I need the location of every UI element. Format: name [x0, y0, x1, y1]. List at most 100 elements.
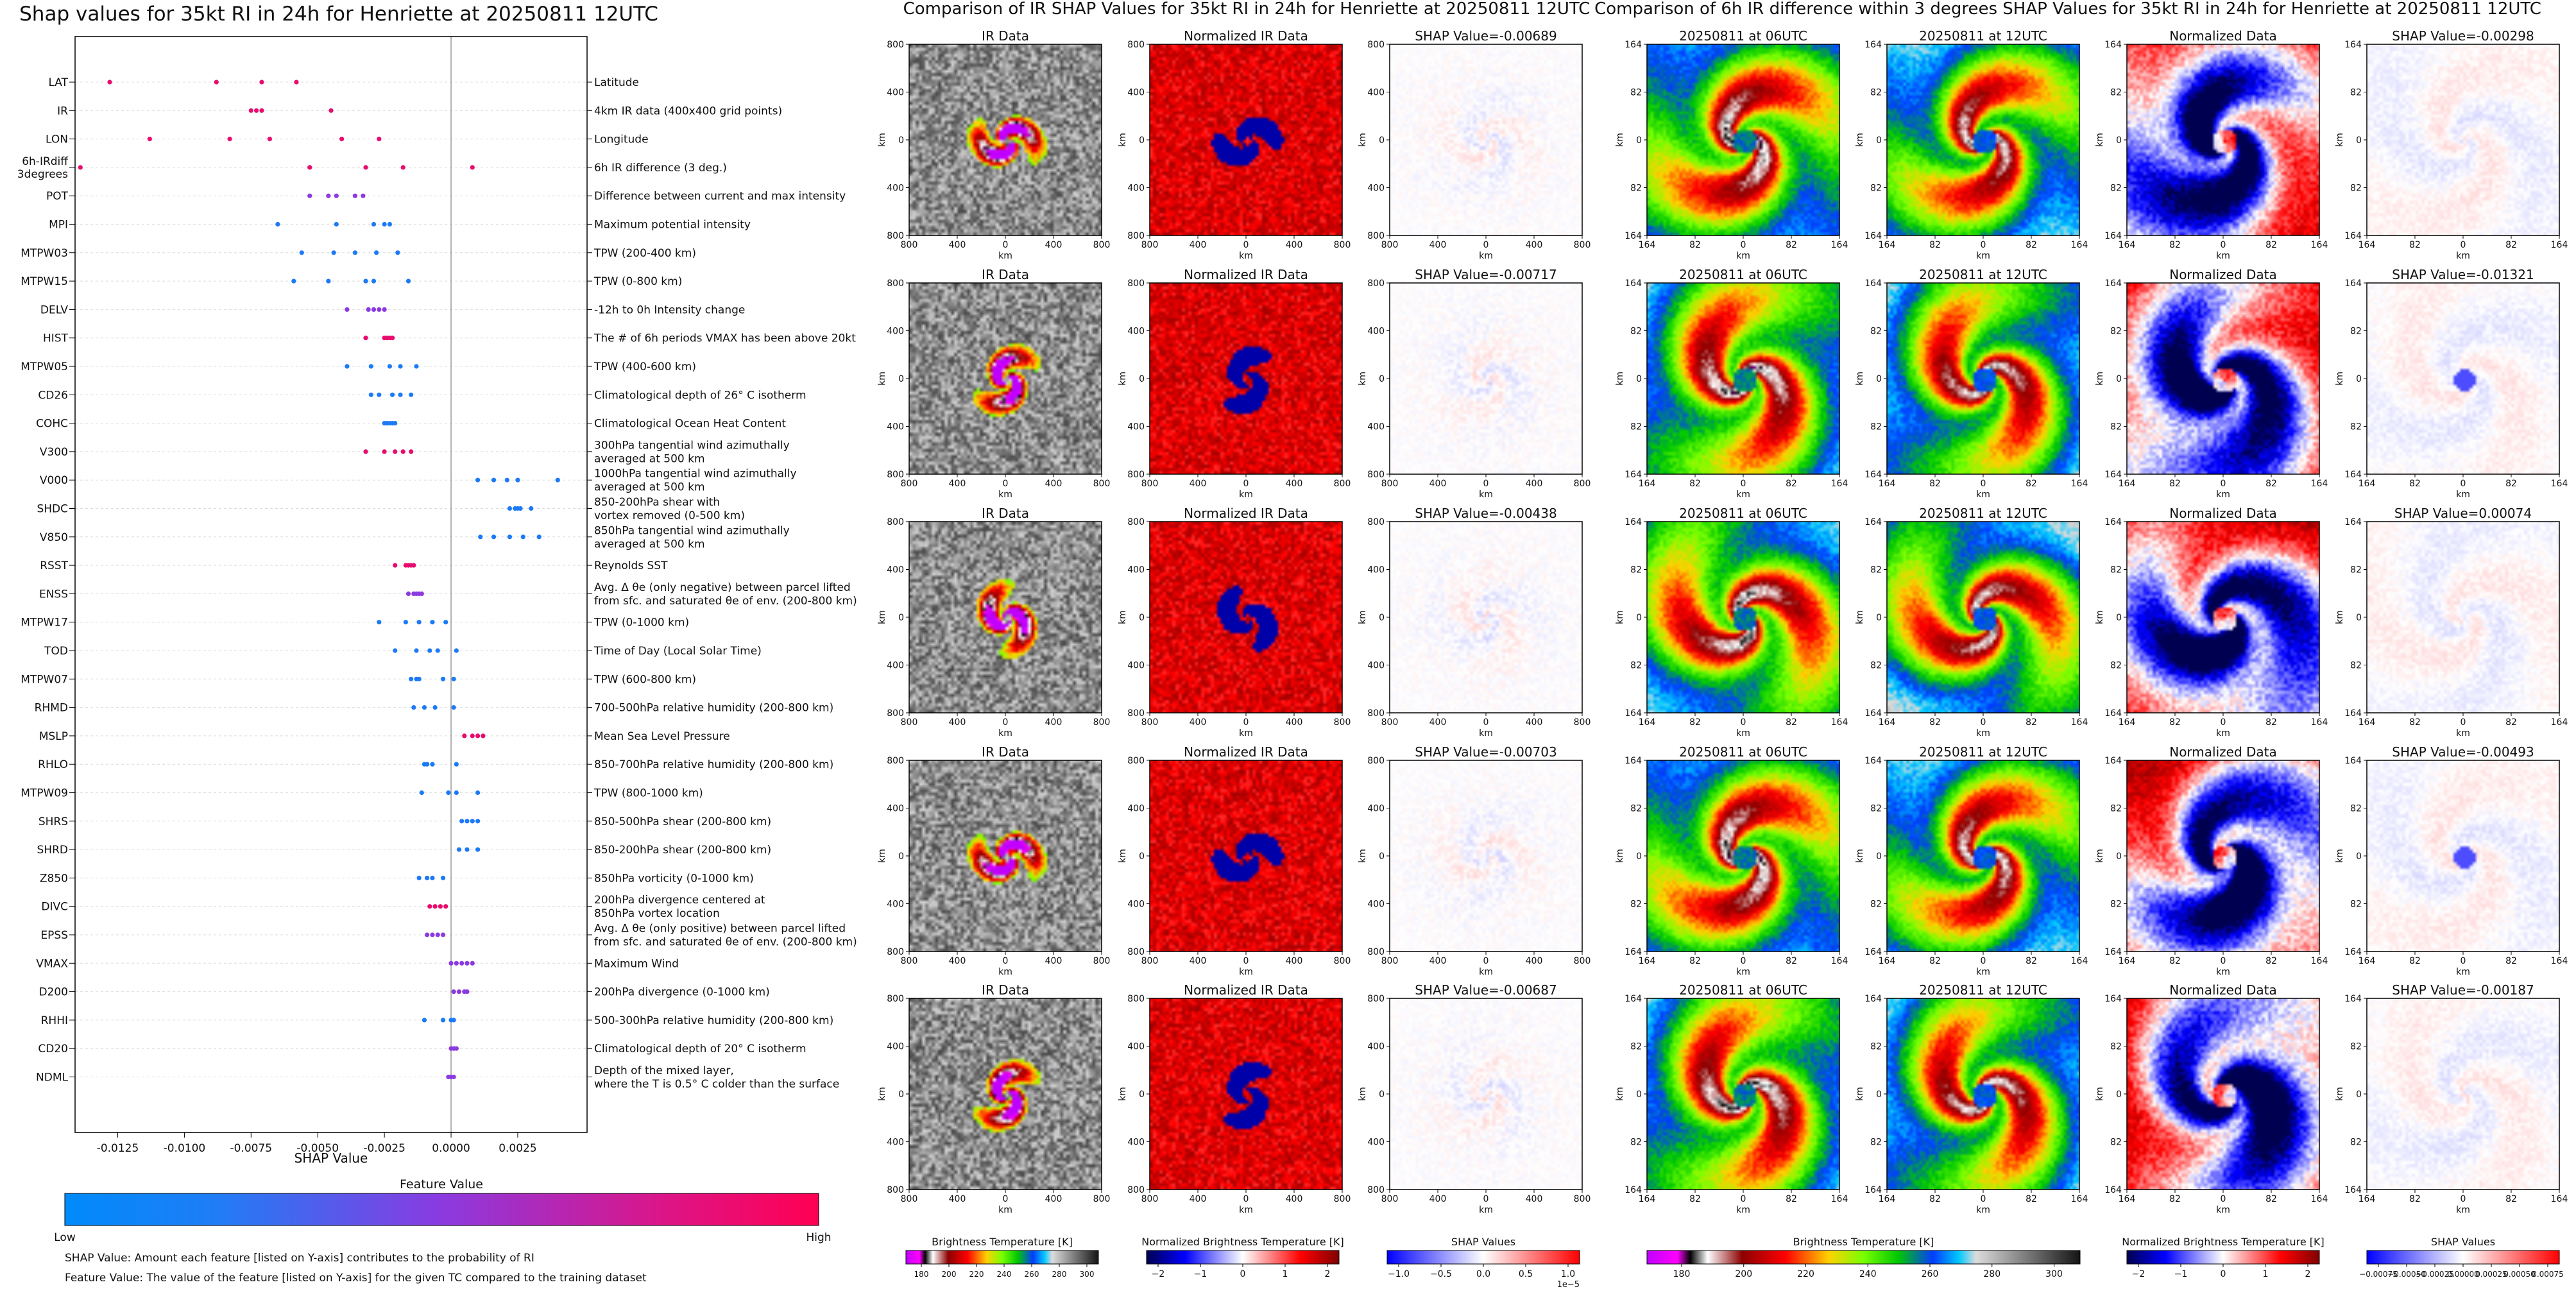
x-tick-label: 82	[2505, 717, 2517, 728]
panel-axes: SHAP Value=-0.00493164164828200828216416…	[2335, 744, 2568, 977]
x-tick-label: 400	[1526, 717, 1543, 728]
panel-frame	[1646, 760, 1840, 952]
x-tick-label: 164	[2119, 956, 2136, 966]
shap-point	[405, 278, 411, 284]
colorbar-tick-label: 0	[1240, 1269, 1246, 1279]
panel-title: IR Data	[982, 267, 1029, 282]
y-tick-label: 800	[887, 994, 904, 1004]
y-axis-label: km	[1855, 371, 1865, 386]
x-tick-label: 82	[2265, 240, 2277, 250]
shap-point	[334, 193, 339, 198]
y-tick-label: 164	[2104, 278, 2122, 289]
colorbar-tick-label: 240	[997, 1270, 1012, 1279]
panel-image	[1390, 998, 1582, 1190]
image-panel: Normalized Data 164 164 82 82 0 0 82 82 164 164 km k…	[2095, 982, 2328, 1215]
y-tick-label: 400	[1127, 327, 1145, 337]
shap-plot-frame	[74, 36, 588, 1133]
panel-frame	[1389, 282, 1583, 475]
x-tick-label: 164	[2071, 956, 2088, 966]
panel-axes: Normalized Data1641648282008282164164kmk…	[2095, 28, 2328, 261]
panel-image	[1150, 522, 1342, 713]
shap-point	[368, 364, 373, 369]
feature-label: LON	[46, 133, 68, 146]
shap-point	[294, 80, 299, 85]
x-axis-label: km	[2456, 490, 2470, 500]
y-tick-label: 0	[1636, 613, 1642, 623]
x-tick-label: 164	[2311, 956, 2328, 966]
shap-point	[454, 648, 459, 653]
x-tick-label: 82	[1689, 240, 1701, 250]
panel-frame	[2366, 282, 2560, 475]
panel-frame	[2126, 44, 2320, 236]
feature-description: 850hPa vortex location	[594, 907, 720, 920]
panel-frame	[1149, 521, 1343, 713]
panel-frame	[908, 282, 1102, 475]
feature-label: MTPW15	[21, 275, 68, 288]
shap-point	[443, 620, 448, 625]
y-tick-label: 82	[2350, 88, 2362, 98]
shap-point	[227, 137, 232, 142]
colorbar-tick-label: 2	[1325, 1269, 1331, 1279]
shap-point	[478, 534, 483, 540]
feature-label: RSST	[40, 559, 68, 572]
y-tick-label: 800	[1127, 708, 1145, 719]
feature-description: Latitude	[594, 76, 639, 89]
y-tick-label: 400	[887, 184, 904, 194]
image-panel: 20250811 at 12UTC 164 164 82 82 0 0 82 82 164 164 k…	[1855, 267, 2088, 500]
feature-description: Maximum potential intensity	[594, 219, 751, 232]
panel-frame	[908, 521, 1102, 713]
panel-image	[909, 522, 1102, 713]
y-axis-label: km	[2335, 371, 2345, 386]
feature-description: Climatological depth of 26° C isotherm	[594, 389, 806, 402]
panel-frame	[1149, 998, 1343, 1190]
y-tick-label: 164	[2104, 1185, 2122, 1195]
panel-title: 20250811 at 12UTC	[1919, 744, 2047, 760]
x-tick-label: 400	[1190, 240, 1207, 250]
x-tick-label: 82	[1786, 717, 1797, 728]
x-tick-label: -0.0025	[363, 1142, 405, 1155]
shap-point	[398, 364, 403, 369]
shap-point	[366, 307, 371, 312]
y-tick-label: 800	[1367, 756, 1385, 766]
x-tick-label: 400	[1190, 479, 1207, 489]
y-tick-label: 800	[1367, 278, 1385, 289]
y-tick-label: 82	[2110, 565, 2122, 576]
shap-point	[518, 506, 523, 511]
y-tick-label: 400	[1127, 900, 1145, 910]
shap-point	[465, 847, 470, 852]
shap-point	[465, 960, 470, 966]
feature-description: where the T is 0.5° C colder than the su…	[594, 1078, 839, 1091]
shap-point	[470, 165, 475, 170]
shap-summary-chart: Shap values for 35kt RI in 24h for Henri…	[17, 3, 857, 1285]
y-tick-label: 800	[887, 708, 904, 719]
x-tick-label: 164	[2551, 1194, 2568, 1204]
colorbar-tick-label: −2	[1152, 1269, 1165, 1279]
x-tick-label: 800	[1141, 479, 1159, 489]
image-panel: SHAP Value=-0.00493 164 164 82 82 0 0 82 82 164 16…	[2335, 744, 2568, 977]
x-axis-label: km	[998, 1205, 1012, 1215]
x-tick-label: 82	[1786, 479, 1797, 489]
image-panel: Normalized IR Data 800 800 400 400 0 0 400 400 80…	[1118, 267, 1351, 500]
x-tick-label: 82	[1929, 479, 1941, 489]
colorbar-tick-label: −0.00025	[2416, 1270, 2454, 1279]
panel-frame	[2126, 760, 2320, 952]
y-tick-label: 400	[1367, 900, 1385, 910]
y-tick-label: 400	[1127, 422, 1145, 432]
panel-title: 20250811 at 06UTC	[1679, 267, 1807, 282]
panel-axes: SHAP Value=-0.00689800800400400004004008…	[1358, 28, 1591, 261]
shap-point	[259, 80, 264, 85]
x-tick-label: 800	[901, 479, 918, 489]
y-tick-label: 82	[2350, 565, 2362, 576]
y-tick-label: 400	[1367, 88, 1385, 98]
y-tick-label: 164	[1864, 470, 1882, 480]
y-tick-label: 82	[1630, 1042, 1642, 1052]
panel-image	[2127, 283, 2319, 474]
feature-label: D200	[38, 986, 68, 999]
x-tick-label: 164	[1639, 1194, 1656, 1204]
x-tick-label: 164	[2551, 240, 2568, 250]
panel-title: SHAP Value=-0.00187	[2392, 982, 2534, 998]
x-tick-label: 800	[1334, 717, 1351, 728]
panel-image	[1390, 283, 1582, 474]
x-tick-label: 82	[1929, 1194, 1941, 1204]
shap-point	[475, 790, 481, 796]
